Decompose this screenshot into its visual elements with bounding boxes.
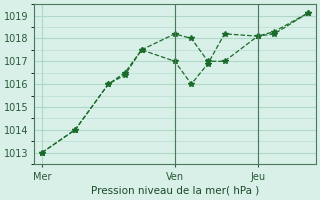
X-axis label: Pression niveau de la mer( hPa ): Pression niveau de la mer( hPa ) <box>91 186 259 196</box>
